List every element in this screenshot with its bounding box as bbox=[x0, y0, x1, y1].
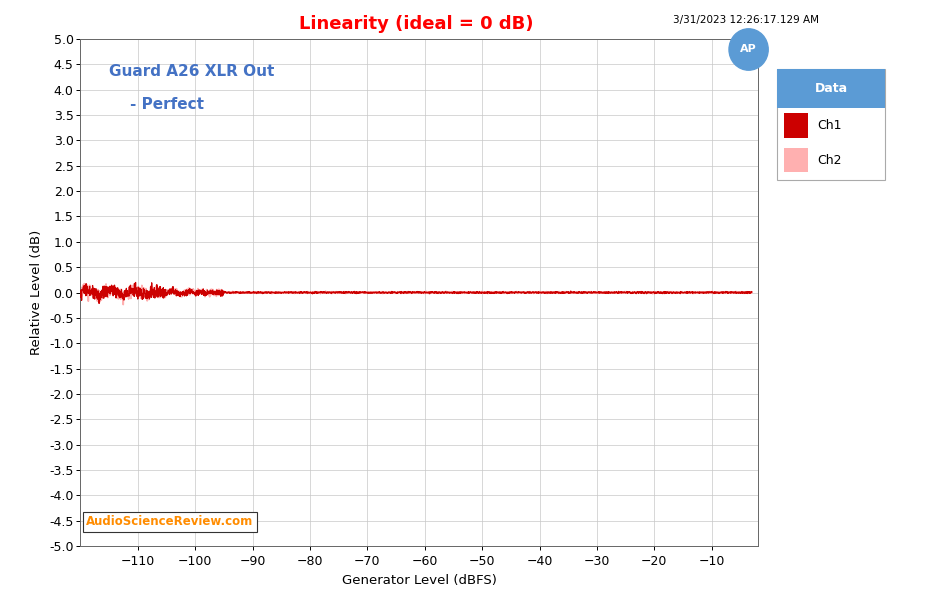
FancyBboxPatch shape bbox=[777, 69, 885, 108]
Text: AP: AP bbox=[741, 44, 757, 55]
Text: Linearity (ideal = 0 dB): Linearity (ideal = 0 dB) bbox=[299, 15, 534, 33]
FancyBboxPatch shape bbox=[784, 113, 808, 138]
Y-axis label: Relative Level (dB): Relative Level (dB) bbox=[30, 230, 44, 355]
Text: Ch2: Ch2 bbox=[817, 154, 841, 167]
X-axis label: Generator Level (dBFS): Generator Level (dBFS) bbox=[342, 574, 496, 587]
Text: 3/31/2023 12:26:17.129 AM: 3/31/2023 12:26:17.129 AM bbox=[673, 15, 819, 25]
FancyBboxPatch shape bbox=[784, 148, 808, 172]
Circle shape bbox=[729, 29, 768, 70]
Text: Data: Data bbox=[814, 82, 848, 95]
Text: - Perfect: - Perfect bbox=[109, 97, 205, 112]
Text: Guard A26 XLR Out: Guard A26 XLR Out bbox=[109, 64, 275, 79]
FancyBboxPatch shape bbox=[777, 69, 885, 180]
Text: Ch1: Ch1 bbox=[817, 119, 841, 132]
Text: AudioScienceReview.com: AudioScienceReview.com bbox=[86, 515, 254, 528]
